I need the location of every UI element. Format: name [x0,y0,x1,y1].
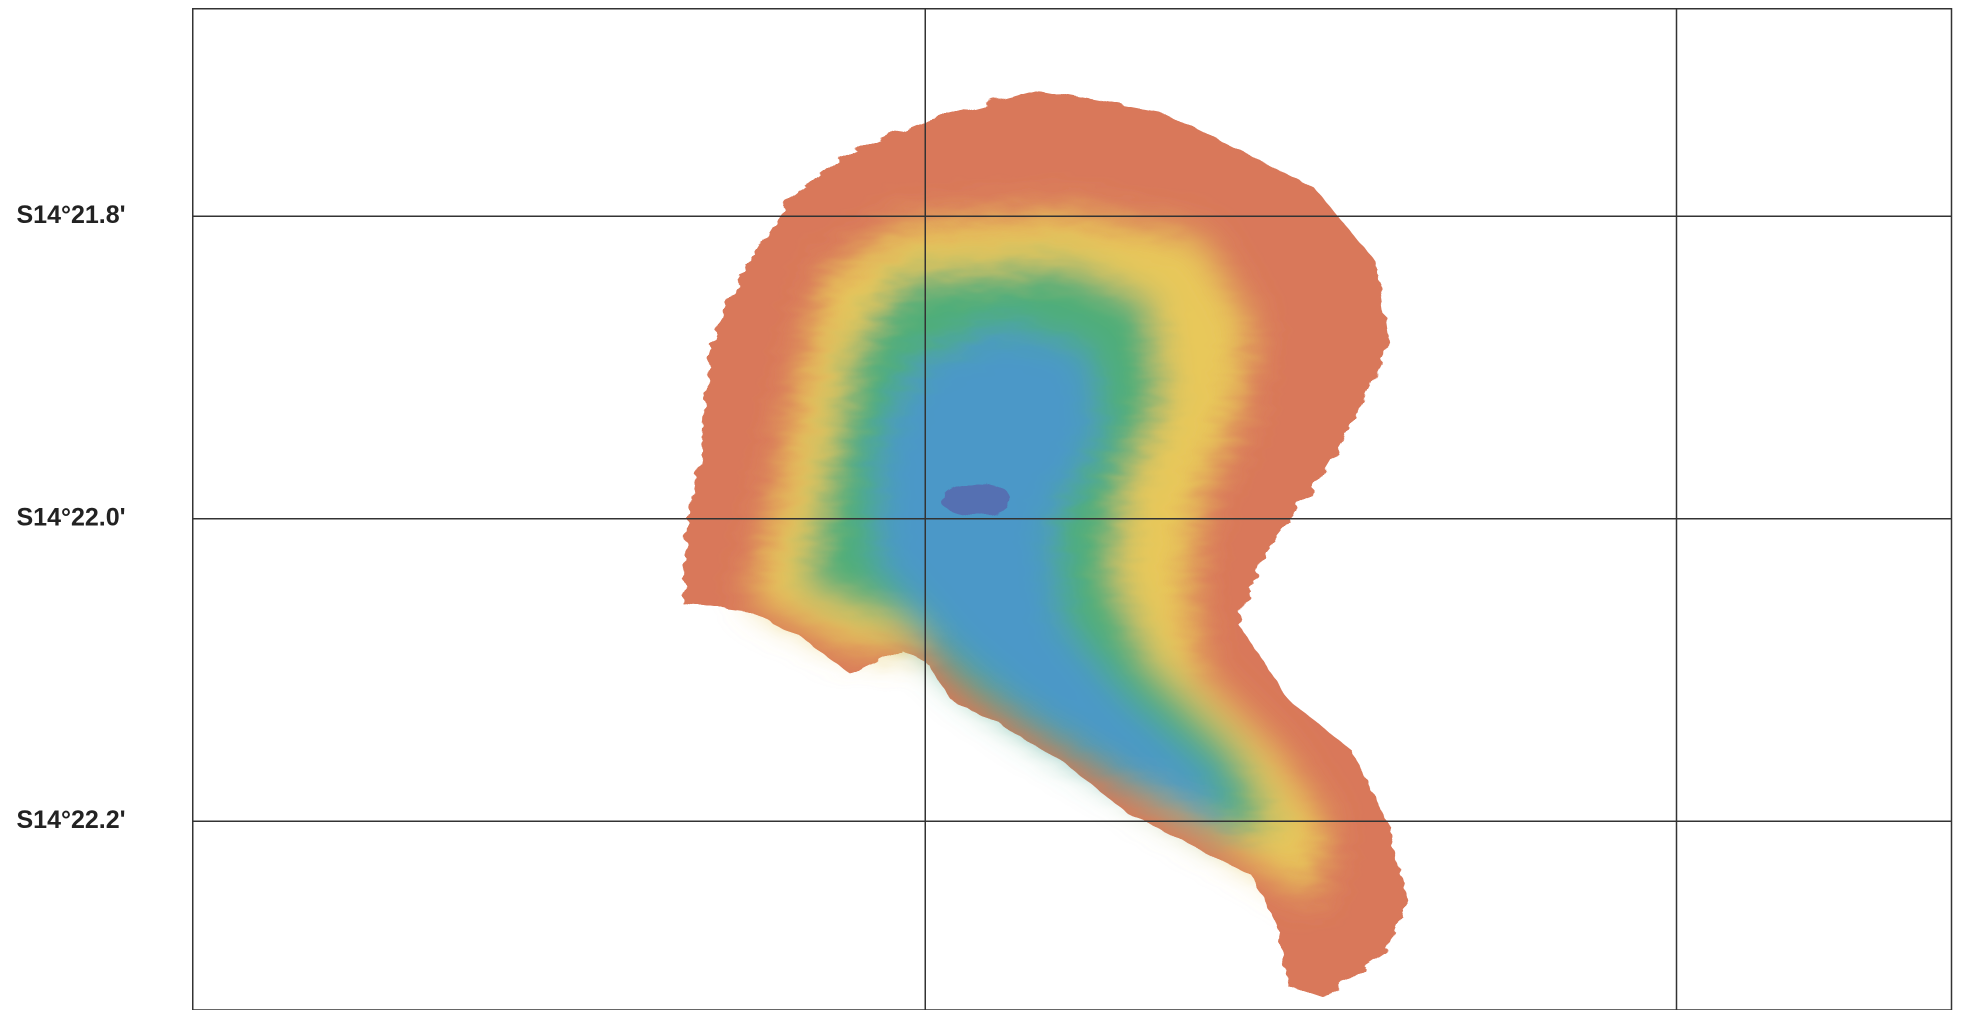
latitude-label: S14°22.2' [17,806,126,834]
deep-spot [942,483,1012,518]
bathymetry [683,90,1408,1000]
page: S14°21.8' S14°22.0' S14°22.2' (() => { c… [0,0,1963,1010]
map: S14°21.8' S14°22.0' S14°22.2' [0,0,1963,1010]
latitude-label: S14°22.0' [17,503,126,531]
latitude-label: S14°21.8' [17,201,126,229]
